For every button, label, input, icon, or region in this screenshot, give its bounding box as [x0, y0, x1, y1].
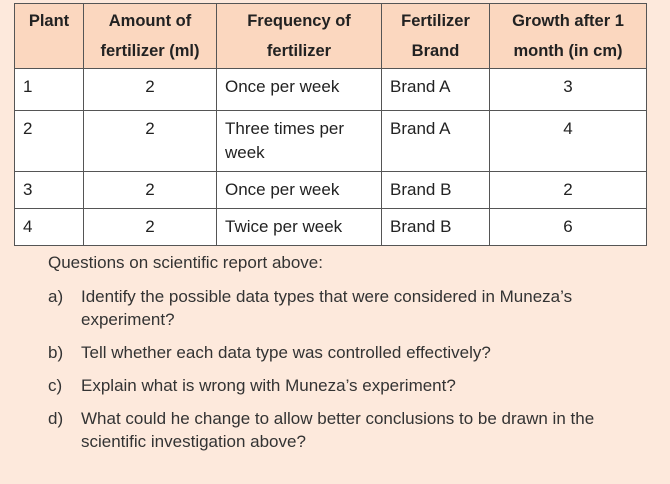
table-cell: Three times per week [216, 110, 382, 172]
table-cell: 4 [489, 110, 647, 172]
question-text: What could he change to allow better con… [81, 409, 595, 451]
table-cell: 3 [489, 68, 647, 111]
table-cell: 2 [83, 171, 217, 209]
table-cell: 2 [489, 171, 647, 209]
table-cell: 1 [14, 68, 84, 111]
header-cell: Frequency of fertilizer [216, 3, 382, 69]
header-cell: Amount of fertilizer (ml) [83, 3, 217, 69]
header-cell: Plant [14, 3, 84, 69]
question-text: Identify the possible data types that we… [81, 287, 573, 329]
question-label: c) [48, 376, 63, 395]
header-cell: Fertilizer Brand [381, 3, 490, 69]
questions: Questions on scientific report above: a)… [48, 253, 656, 463]
question-label: a) [48, 287, 64, 306]
table-cell: 4 [14, 208, 84, 246]
question-text: Tell whether each data type was controll… [81, 343, 491, 362]
table-cell: Brand A [381, 68, 490, 111]
header-cell: Growth after 1 month (in cm) [489, 3, 647, 69]
header-row: Plant Amount of fertilizer (ml) Frequency … [14, 3, 647, 69]
question-label: b) [48, 343, 64, 362]
question-label: d) [48, 409, 64, 428]
table-cell: Twice per week [216, 208, 382, 246]
table: Plant Amount of fertilizer (ml) Frequency … [14, 3, 647, 246]
table-cell: Once per week [216, 68, 382, 111]
table-cell: 3 [14, 171, 84, 209]
table-cell: Brand A [381, 110, 490, 172]
table-body: 1 2 Once per week Brand A 3 2 2 Three times per… [14, 68, 647, 246]
table-cell: 2 [83, 208, 217, 246]
questions-title: Questions on scientific report above: [48, 253, 323, 272]
table-cell: Brand B [381, 208, 490, 246]
question-item: c) Explain what is wrong with Muneza’s ex… [48, 374, 656, 397]
table-cell: Once per week [216, 171, 382, 209]
question-item: b) Tell whether each data type was contro… [48, 341, 656, 364]
table-cell: Brand B [381, 171, 490, 209]
question-item: a) Identify the possible data types that … [48, 285, 656, 331]
table-cell: 2 [14, 110, 84, 172]
question-item: d) What could he change to allow better c… [48, 407, 656, 453]
table-cell: 6 [489, 208, 647, 246]
table-cell: 2 [83, 110, 217, 172]
table-cell: 2 [83, 68, 217, 111]
question-text: Explain what is wrong with Muneza’s expe… [81, 376, 456, 395]
